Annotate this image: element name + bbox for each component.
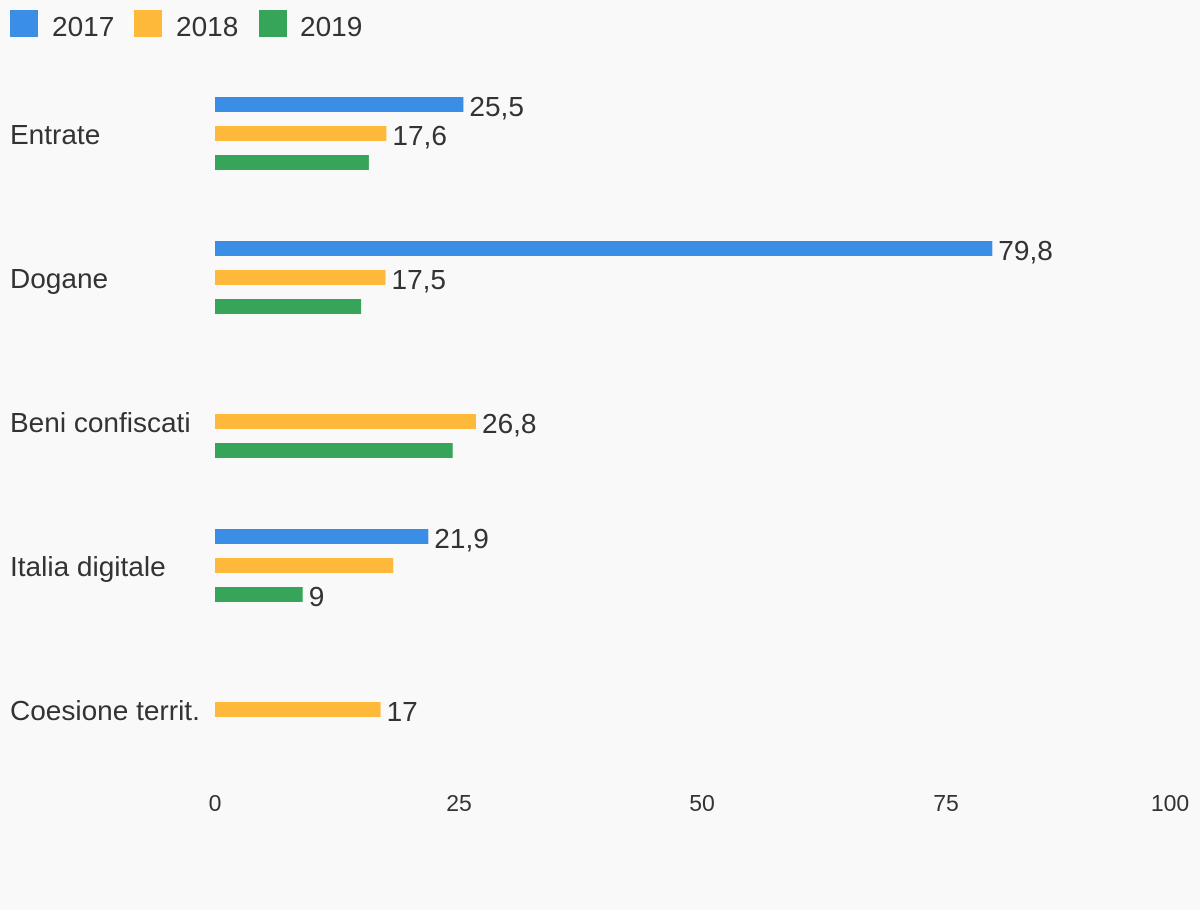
x-axis: 0 25 50 75 100	[209, 790, 1190, 816]
legend-swatch-2019	[259, 10, 287, 37]
bar-italia-digitale-2018	[215, 558, 394, 573]
bar-dogane-2019	[215, 299, 362, 314]
value-label-beni-confiscati-2018: 26,8	[482, 408, 537, 439]
bar-italia-digitale-2017	[215, 529, 429, 544]
category-labels: Entrate Dogane Beni confiscati Italia di…	[10, 119, 200, 726]
bar-dogane-2017	[215, 241, 993, 256]
legend-label-2017: 2017	[52, 11, 114, 42]
x-tick-label: 0	[209, 790, 222, 816]
value-label-italia-digitale-2019: 9	[309, 581, 325, 612]
bar-entrate-2017	[215, 97, 464, 112]
bar-beni-confiscati-2019	[215, 443, 453, 458]
bar-dogane-2018	[215, 270, 386, 285]
bar-entrate-2019	[215, 155, 369, 170]
category-label-italia-digitale: Italia digitale	[10, 551, 166, 582]
bar-italia-digitale-2019	[215, 587, 303, 602]
category-label-dogane: Dogane	[10, 263, 108, 294]
x-tick-label: 100	[1151, 790, 1189, 816]
value-label-dogane-2017: 79,8	[998, 235, 1053, 266]
legend-swatch-2017	[10, 10, 38, 37]
value-label-entrate-2017: 25,5	[469, 91, 524, 122]
legend-label-2019: 2019	[300, 11, 362, 42]
legend: 2017 2018 2019	[10, 10, 362, 42]
bar-beni-confiscati-2018	[215, 414, 476, 429]
value-label-coesione-territ-2018: 17	[387, 696, 418, 727]
value-label-italia-digitale-2017: 21,9	[434, 523, 489, 554]
bar-coesione-territ-2018	[215, 702, 381, 717]
legend-label-2018: 2018	[176, 11, 238, 42]
category-label-coesione-territ: Coesione territ.	[10, 695, 200, 726]
category-label-beni-confiscati: Beni confiscati	[10, 407, 191, 438]
value-label-entrate-2018: 17,6	[392, 120, 447, 151]
bar-entrate-2018	[215, 126, 387, 141]
category-label-entrate: Entrate	[10, 119, 100, 150]
x-tick-label: 25	[446, 790, 472, 816]
bars-group: 25,5 17,6 79,8 17,5 26,8 21,9 9 17	[215, 91, 1053, 727]
x-tick-label: 75	[933, 790, 959, 816]
x-tick-label: 50	[689, 790, 715, 816]
legend-swatch-2018	[134, 10, 162, 37]
value-label-dogane-2018: 17,5	[392, 264, 447, 295]
